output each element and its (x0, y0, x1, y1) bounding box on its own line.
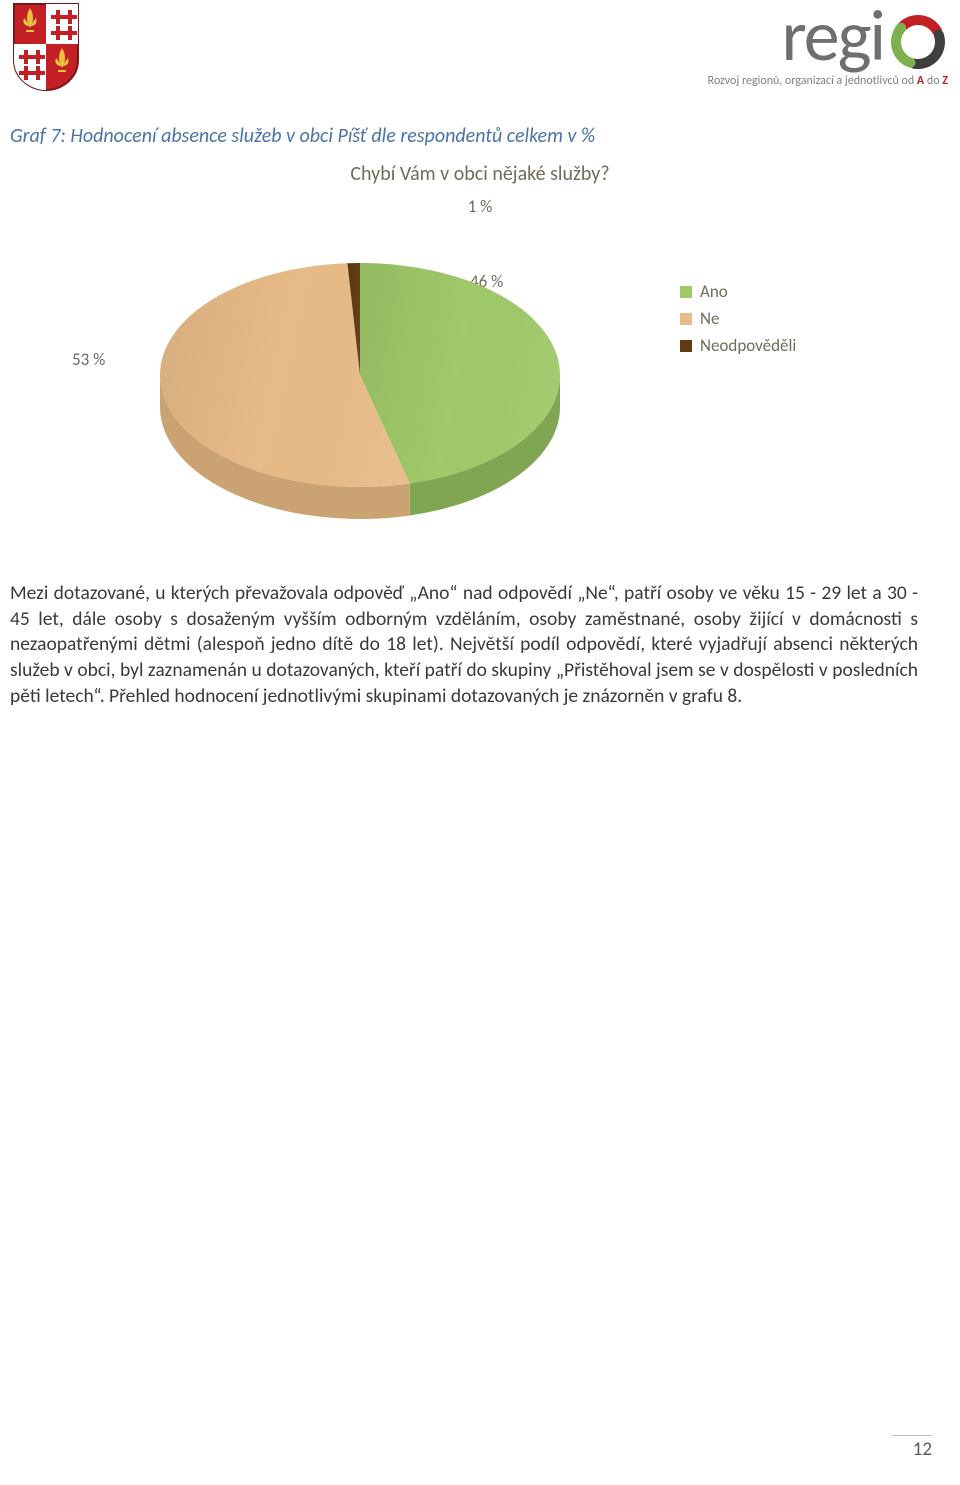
legend-item-ne: Ne (680, 308, 796, 329)
legend-label-ano: Ano (700, 281, 728, 302)
legend-swatch-ano (680, 286, 692, 298)
logo-text-span: regi (782, 0, 884, 72)
legend-item-neod: Neodpověděli (680, 335, 796, 356)
municipal-badge-icon (12, 2, 80, 92)
pie-chart: 53 % 46 % Ano Ne Neodpověděli (10, 217, 950, 567)
legend-item-ano: Ano (680, 281, 796, 302)
page-number: 12 (892, 1435, 932, 1461)
chart-top-label: 1 % (0, 196, 960, 217)
pie-svg-wrap (110, 235, 610, 535)
slice-label-ne: 53 % (72, 349, 105, 370)
legend-swatch-ne (680, 313, 692, 325)
legend-label-neod: Neodpověděli (700, 335, 796, 356)
chart-caption: Graf 7: Hodnocení absence služeb v obci … (10, 124, 960, 148)
legend-label-ne: Ne (700, 308, 719, 329)
chart-title: Chybí Vám v obci nějaké služby? (0, 162, 960, 186)
logo-tagline: Rozvoj regionů, organizací a jednotlivců… (588, 74, 948, 88)
logo-ring-icon (888, 12, 948, 72)
chart-legend: Ano Ne Neodpověděli (680, 281, 796, 362)
logo-word: regi (782, 0, 948, 72)
page-header: regi Rozvoj regionů, organizací a jednot… (0, 0, 960, 120)
body-paragraph: Mezi dotazované, u kterých převažovala o… (10, 581, 918, 710)
tagline-prefix: Rozvoj regionů, organizací a jednotlivců… (708, 74, 917, 88)
tagline-z: Z (942, 74, 948, 88)
legend-swatch-neod (680, 340, 692, 352)
tagline-mid: do (924, 74, 942, 88)
regio-logo: regi Rozvoj regionů, organizací a jednot… (588, 0, 948, 100)
